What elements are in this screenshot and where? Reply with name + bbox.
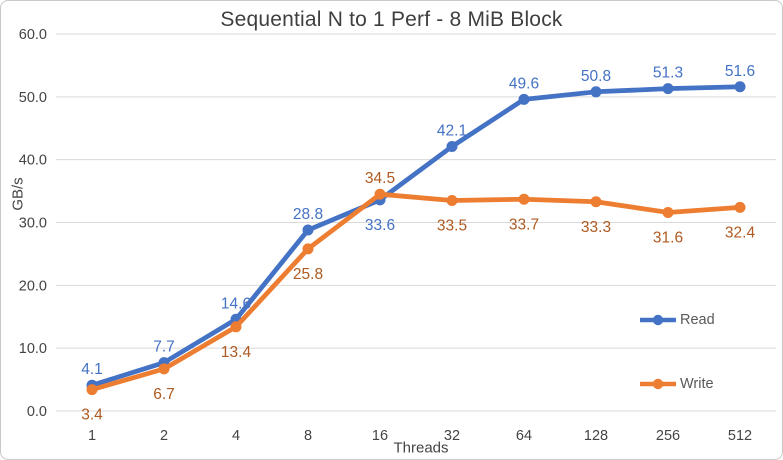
chart-title: Sequential N to 1 Perf - 8 MiB Block: [220, 8, 563, 31]
x-tick-label: 256: [656, 428, 680, 444]
read-data-label: 14.6: [221, 295, 251, 312]
x-tick-label: 512: [728, 428, 752, 444]
write-data-label: 33.5: [437, 218, 467, 235]
write-data-label: 31.6: [653, 229, 683, 246]
read-data-label: 33.6: [365, 217, 395, 234]
x-tick-label: 2: [160, 428, 168, 444]
write-data-label: 33.7: [509, 216, 539, 233]
write-data-label: 13.4: [221, 344, 252, 361]
write-marker: [230, 321, 242, 333]
read-legend-swatch-icon: [640, 314, 676, 326]
y-tick-label: 10.0: [19, 341, 47, 357]
read-marker: [590, 86, 602, 98]
read-data-label: 49.6: [509, 75, 539, 92]
x-tick-label: 128: [584, 428, 608, 444]
y-tick-label: 30.0: [19, 216, 47, 232]
read-marker: [662, 83, 674, 95]
legend-label-read: Read: [680, 312, 715, 328]
read-marker: [518, 93, 530, 105]
y-tick-label: 50.0: [19, 90, 47, 106]
x-tick-label: 64: [516, 428, 532, 444]
legend-item-write: Write: [638, 376, 714, 392]
read-data-label: 50.8: [581, 68, 611, 85]
x-tick-label: 16: [372, 428, 388, 444]
x-tick-label: 1: [88, 428, 96, 444]
read-data-label: 7.7: [153, 339, 175, 356]
read-data-label: 51.3: [653, 65, 683, 82]
x-axis-title: Threads: [393, 439, 449, 457]
write-marker: [158, 363, 170, 375]
write-marker: [518, 193, 530, 205]
write-marker: [446, 195, 458, 207]
y-tick-label: 0.0: [27, 404, 47, 420]
write-data-label: 6.7: [153, 386, 175, 403]
write-data-label: 25.8: [293, 266, 323, 283]
read-marker: [446, 140, 458, 152]
read-series-line: [89, 84, 743, 388]
y-axis-title: GB/s: [9, 177, 27, 211]
read-data-label: 4.1: [81, 361, 103, 378]
write-legend-swatch-icon: [640, 378, 676, 390]
x-tick-label: 4: [232, 428, 240, 444]
read-data-label: 51.6: [725, 63, 755, 80]
y-tick-label: 40.0: [19, 153, 47, 169]
write-marker: [590, 196, 602, 208]
write-data-label: 33.3: [581, 219, 611, 236]
write-data-label: 34.5: [365, 170, 395, 187]
y-tick-label: 20.0: [19, 278, 47, 294]
write-marker: [662, 206, 674, 218]
write-data-label: 32.4: [725, 224, 756, 241]
write-marker: [302, 243, 314, 255]
write-series-line: [89, 191, 743, 393]
write-marker: [86, 384, 98, 396]
write-marker: [734, 201, 746, 213]
x-tick-label: 32: [444, 428, 460, 444]
legend-item-read: Read: [638, 312, 715, 328]
read-data-label: 28.8: [293, 206, 323, 223]
y-tick-label: 60.0: [19, 27, 47, 43]
read-data-label: 42.1: [437, 122, 467, 139]
write-data-label: 3.4: [81, 407, 103, 424]
read-marker: [302, 224, 314, 236]
legend-label-write: Write: [680, 376, 714, 392]
x-tick-label: 8: [304, 428, 312, 444]
read-marker: [734, 81, 746, 93]
write-marker: [374, 188, 386, 200]
